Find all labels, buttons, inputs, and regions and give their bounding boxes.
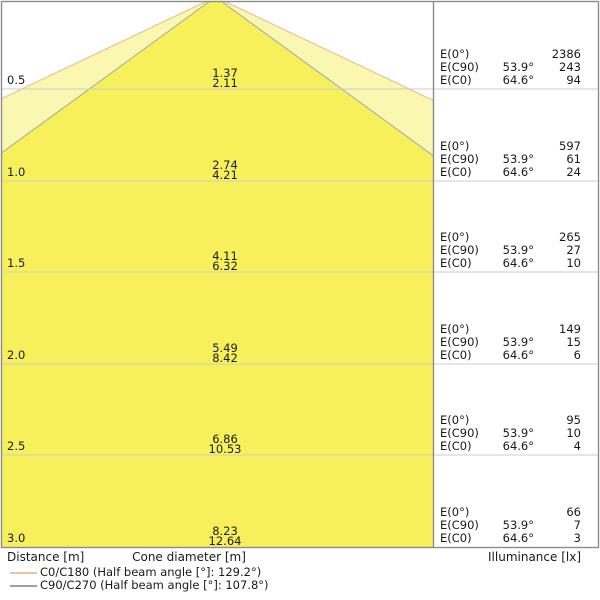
ec0-value: 4 xyxy=(573,439,581,453)
cone-diameter-values: 6.86 10.53 xyxy=(150,432,300,456)
diameter-c90: 6.86 xyxy=(212,432,238,446)
e0-value: 149 xyxy=(559,322,581,336)
ec90-value: 61 xyxy=(566,152,581,166)
ec90-label: E(C90) xyxy=(440,60,479,74)
e0-label: E(0°) xyxy=(440,505,470,519)
ec90-label: E(C90) xyxy=(440,426,479,440)
e0-label: E(0°) xyxy=(440,413,470,427)
distance-label: 1.0 xyxy=(7,165,26,179)
e0-value: 597 xyxy=(559,139,581,153)
ec90-angle: 53.9° xyxy=(502,518,534,532)
panel-borders xyxy=(0,0,600,549)
diameter-c0: 12.64 xyxy=(208,534,242,548)
ec0-label: E(C0) xyxy=(440,256,472,270)
diameter-c90: 1.37 xyxy=(212,66,238,80)
e0-value: 2386 xyxy=(551,47,581,61)
ec0-value: 24 xyxy=(566,165,581,179)
legend-label: C90/C270 (Half beam angle [°]: 107.8°) xyxy=(40,578,269,592)
distance-label: 1.5 xyxy=(7,256,26,270)
ec90-label: E(C90) xyxy=(440,518,479,532)
legend-label: C0/C180 (Half beam angle [°]: 129.2°) xyxy=(40,565,262,579)
c0-c180-line-swatch xyxy=(10,572,37,574)
ec0-value: 3 xyxy=(573,531,581,545)
diameter-c90: 8.23 xyxy=(212,524,238,538)
cone-diameter-values: 5.49 8.42 xyxy=(150,341,300,365)
ec90-label: E(C90) xyxy=(440,152,479,166)
ec90-angle: 53.9° xyxy=(502,243,534,257)
ec90-angle: 53.9° xyxy=(502,152,534,166)
ec0-angle: 64.6° xyxy=(502,348,534,362)
row-grid-lines xyxy=(2,88,598,456)
illuminance-table-row: E(0°) 95 E(C90) 53.9° 10 E(C0) 64.6° 4 xyxy=(440,414,581,453)
distance-label: 0.5 xyxy=(7,73,26,87)
ec0-angle: 64.6° xyxy=(502,73,534,87)
diameter-c0: 6.32 xyxy=(212,259,238,273)
ec0-label: E(C0) xyxy=(440,73,472,87)
ec0-angle: 64.6° xyxy=(502,256,534,270)
cone-diameter-axis-label: Cone diameter [m] xyxy=(132,550,246,564)
legend-item-c0-c180: C0/C180 (Half beam angle [°]: 129.2°) xyxy=(0,566,600,579)
ec0-label: E(C0) xyxy=(440,165,472,179)
ec0-label: E(C0) xyxy=(440,348,472,362)
diameter-c0: 4.21 xyxy=(212,168,238,182)
ec90-label: E(C90) xyxy=(440,243,479,257)
e0-value: 66 xyxy=(566,505,581,519)
ec0-label: E(C0) xyxy=(440,439,472,453)
diameter-c0: 10.53 xyxy=(208,442,242,456)
diameter-c90: 2.74 xyxy=(212,158,238,172)
diameter-c90: 5.49 xyxy=(212,341,238,355)
ec0-value: 6 xyxy=(573,348,581,362)
ec0-angle: 64.6° xyxy=(502,531,534,545)
cone-diameter-values: 4.11 6.32 xyxy=(150,249,300,273)
ec0-angle: 64.6° xyxy=(502,165,534,179)
illuminance-table-row: E(0°) 66 E(C90) 53.9° 7 E(C0) 64.6° 3 xyxy=(440,506,581,545)
ec0-angle: 64.6° xyxy=(502,439,534,453)
legend-item-c90-c270: C90/C270 (Half beam angle [°]: 107.8°) xyxy=(0,579,600,592)
ec0-label: E(C0) xyxy=(440,531,472,545)
cone-diameter-values: 1.37 2.11 xyxy=(150,66,300,90)
ec0-value: 94 xyxy=(566,73,581,87)
ec90-label: E(C90) xyxy=(440,335,479,349)
e0-value: 95 xyxy=(566,413,581,427)
illuminance-table-row: E(0°) 149 E(C90) 53.9° 15 E(C0) 64.6° 6 xyxy=(440,323,581,362)
cone-diameter-values: 8.23 12.64 xyxy=(150,524,300,548)
c90-c270-line-swatch xyxy=(10,585,37,587)
e0-label: E(0°) xyxy=(440,139,470,153)
e0-label: E(0°) xyxy=(440,322,470,336)
distance-label: 2.0 xyxy=(7,348,26,362)
e0-label: E(0°) xyxy=(440,230,470,244)
illuminance-table-row: E(0°) 2386 E(C90) 53.9° 243 E(C0) 64.6° 94 xyxy=(440,48,581,87)
ec90-value: 15 xyxy=(566,335,581,349)
diameter-c0: 8.42 xyxy=(212,351,238,365)
ec90-value: 7 xyxy=(573,518,581,532)
illuminance-axis-label: Illuminance [lx] xyxy=(488,550,581,564)
illuminance-table-row: E(0°) 597 E(C90) 53.9° 61 E(C0) 64.6° 24 xyxy=(440,140,581,179)
distance-axis-label: Distance [m] xyxy=(7,550,85,564)
ec90-value: 27 xyxy=(566,243,581,257)
ec90-angle: 53.9° xyxy=(502,426,534,440)
e0-label: E(0°) xyxy=(440,47,470,61)
diameter-c0: 2.11 xyxy=(212,76,238,90)
ec90-angle: 53.9° xyxy=(502,335,534,349)
ec0-value: 10 xyxy=(566,256,581,270)
distance-label: 3.0 xyxy=(7,531,26,545)
ec90-angle: 53.9° xyxy=(502,60,534,74)
distance-label: 2.5 xyxy=(7,439,26,453)
illuminance-table-row: E(0°) 265 E(C90) 53.9° 27 E(C0) 64.6° 10 xyxy=(440,231,581,270)
ec90-value: 10 xyxy=(566,426,581,440)
diameter-c90: 4.11 xyxy=(212,249,238,263)
e0-value: 265 xyxy=(559,230,581,244)
cone-diameter-values: 2.74 4.21 xyxy=(150,158,300,182)
c90-cone-shape xyxy=(2,2,433,548)
ec90-value: 243 xyxy=(559,60,581,74)
